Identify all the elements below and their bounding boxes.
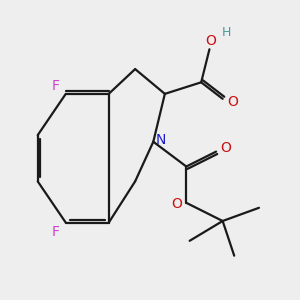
Text: O: O bbox=[220, 141, 231, 155]
Text: H: H bbox=[222, 26, 231, 39]
Text: O: O bbox=[227, 95, 238, 109]
Text: N: N bbox=[155, 133, 166, 147]
Text: F: F bbox=[52, 225, 60, 239]
Text: O: O bbox=[206, 34, 217, 48]
Text: F: F bbox=[52, 79, 60, 93]
Text: O: O bbox=[171, 197, 182, 212]
